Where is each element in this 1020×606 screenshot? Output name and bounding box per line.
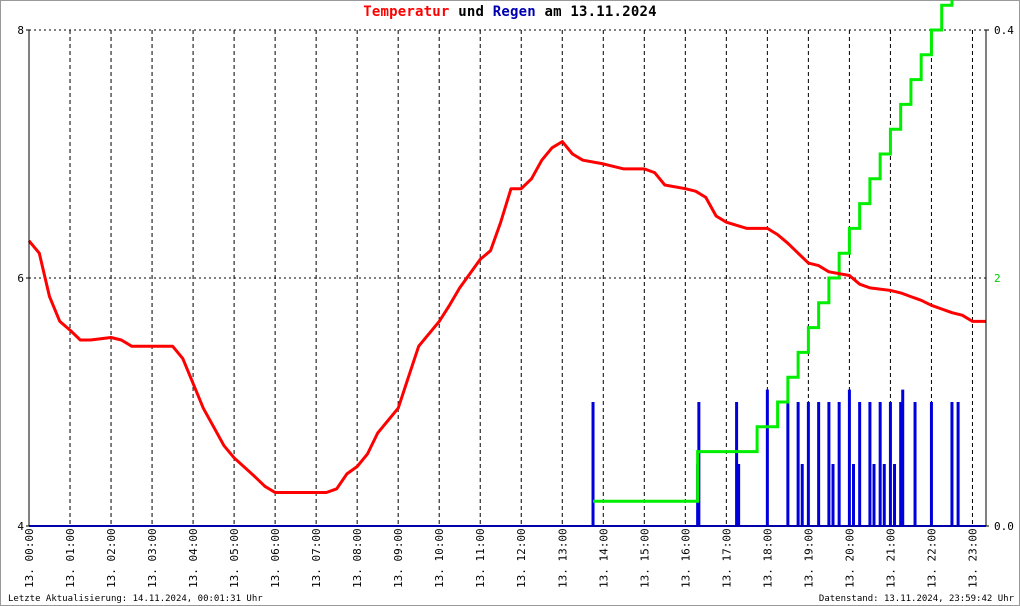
x-tick-label: 13. 13:00 bbox=[556, 528, 569, 588]
rain-cumulative-line bbox=[593, 0, 954, 503]
x-tick-label: 13. 11:00 bbox=[474, 528, 487, 588]
axis-layer: 13. 00:00 13. 01:00 13. 02:00 13. 03:00 13. … bbox=[17, 24, 1014, 588]
x-tick-label: 13. 06:00 bbox=[269, 528, 282, 588]
x-tick-label: 13. 03:00 bbox=[146, 528, 159, 588]
x-tick-label: 13. 08:00 bbox=[351, 528, 364, 588]
y-right-tick-label: 0.4 bbox=[994, 24, 1014, 37]
grid-layer bbox=[29, 29, 986, 526]
x-tick-label: 13. 19:00 bbox=[802, 528, 815, 588]
y-left-tick-label: 4 bbox=[17, 520, 24, 533]
x-tick-label: 13. 00:00 bbox=[23, 528, 36, 588]
x-tick-label: 13. 21:00 bbox=[884, 528, 897, 588]
title-date: am 13.11.2024 bbox=[544, 4, 657, 20]
title-and: und bbox=[458, 4, 485, 20]
rain-cumulative-layer bbox=[593, 0, 954, 503]
chart-title: Temperatur und Regen am 13.11.2024 bbox=[0, 4, 1020, 20]
title-rain: Regen bbox=[492, 4, 536, 20]
x-tick-label: 13. 05:00 bbox=[228, 528, 241, 588]
x-tick-label: 13. 12:00 bbox=[515, 528, 528, 588]
x-tick-label: 13. 01:00 bbox=[64, 528, 77, 588]
x-tick-label: 13. 07:00 bbox=[310, 528, 323, 588]
x-tick-label: 13. 15:00 bbox=[638, 528, 651, 588]
temperature-line bbox=[27, 140, 986, 494]
x-tick-label: 13. 16:00 bbox=[679, 528, 692, 588]
y-left-tick-label: 8 bbox=[17, 24, 24, 37]
x-tick-label: 13. 18:00 bbox=[761, 528, 774, 588]
footer-data-status: Datenstand: 13.11.2024, 23:59:42 Uhr bbox=[818, 594, 1014, 604]
x-tick-label: 13. 10:00 bbox=[433, 528, 446, 588]
x-tick-label: 13. 02:00 bbox=[105, 528, 118, 588]
temperature-layer bbox=[27, 140, 986, 494]
footer-last-update: Letzte Aktualisierung: 14.11.2024, 00:01… bbox=[8, 594, 263, 604]
x-tick-label: 13. 14:00 bbox=[597, 528, 610, 588]
y-right-inner-tick-label: 2 bbox=[994, 272, 1001, 285]
x-tick-label: 13. 22:00 bbox=[925, 528, 938, 588]
x-tick-label: 13. 23:00 bbox=[966, 528, 979, 588]
x-tick-label: 13. 17:00 bbox=[720, 528, 733, 588]
y-right-tick-label: 0.0 bbox=[994, 520, 1014, 533]
x-tick-label: 13. 04:00 bbox=[187, 528, 200, 588]
title-temperature: Temperatur bbox=[363, 4, 450, 20]
rain-bar-layer bbox=[591, 389, 960, 526]
x-tick-label: 13. 20:00 bbox=[843, 528, 856, 588]
x-tick-label: 13. 09:00 bbox=[392, 528, 405, 588]
y-left-tick-label: 6 bbox=[17, 272, 24, 285]
